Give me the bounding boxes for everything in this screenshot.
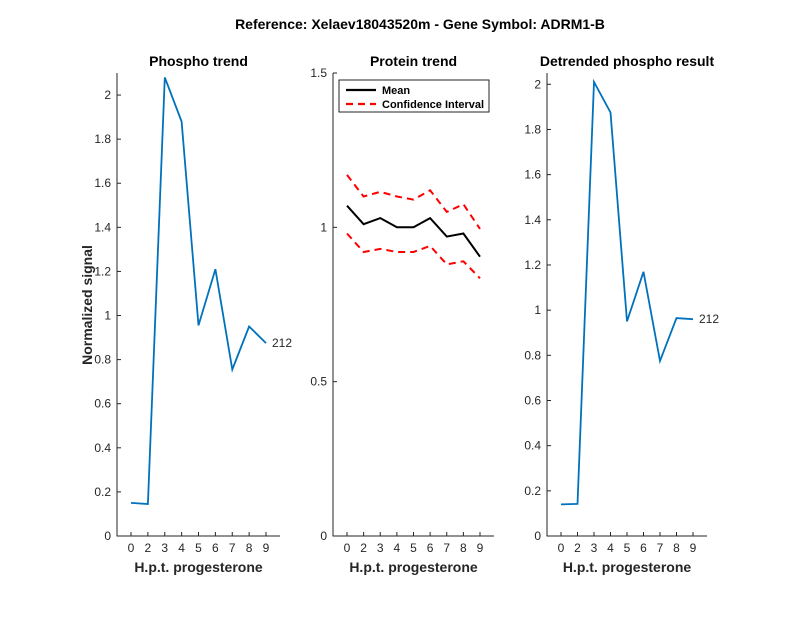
- detrended-phospho-line: [560, 78, 694, 506]
- phospho-trend-xtick-label: 6: [212, 541, 219, 555]
- detrended-phospho-ytick-label: 1.8: [524, 122, 541, 136]
- protein-trend-xlabel: H.p.t. progesterone: [349, 559, 478, 575]
- phospho-trend-xtick-label: 5: [195, 541, 202, 555]
- phospho-trend-ytick-label: 0.4: [94, 441, 111, 455]
- detrended-phospho-ytick-label: 1.6: [524, 168, 541, 182]
- legend-mean-label: Mean: [382, 85, 410, 97]
- phospho-trend-ytick-label: 2: [104, 88, 111, 102]
- protein-trend-legend: Mean Confidence Interval: [338, 79, 490, 113]
- phospho-trend-xtick-label: 8: [246, 541, 253, 555]
- legend-ci-label: Confidence Interval: [382, 99, 484, 111]
- detrended-phospho-panel: Detrended phospho result H.p.t. progeste…: [524, 53, 719, 575]
- protein-trend-xtick-label: 6: [427, 541, 434, 555]
- detrended-phospho-xtick-label: 8: [673, 541, 680, 555]
- phospho-trend-ytick-label: 1.2: [94, 264, 111, 278]
- protein-trend-axes: [332, 73, 494, 537]
- phospho-trend-xtick-label: 7: [229, 541, 236, 555]
- protein-trend-ytick-label: 1: [320, 220, 327, 234]
- detrended-phospho-ytick-label: 1.4: [524, 213, 541, 227]
- detrended-phospho-ytick-label: 0.4: [524, 439, 541, 453]
- detrended-phospho-ytick-label: 2: [534, 77, 541, 91]
- phospho-trend-ytick-label: 0: [104, 529, 111, 543]
- phospho-trend-ytick-label: 0.6: [94, 397, 111, 411]
- detrended-phospho-series-label: 212: [699, 312, 719, 326]
- phospho-trend-panel: Phospho trend H.p.t. progesterone Normal…: [79, 53, 292, 575]
- phospho-trend-xlabel: H.p.t. progesterone: [134, 559, 263, 575]
- protein-trend-xtick-label: 5: [410, 541, 417, 555]
- phospho-trend-line: [130, 77, 267, 505]
- protein-trend-xtick-label: 9: [477, 541, 484, 555]
- protein-trend-xtick-label: 7: [443, 541, 450, 555]
- phospho-trend-xtick-label: 2: [145, 541, 152, 555]
- phospho-trend-ylabel: Normalized signal: [79, 245, 95, 365]
- protein-trend-ytick-label: 0: [320, 529, 327, 543]
- protein-trend-ytick-label: 0.5: [310, 375, 327, 389]
- protein-trend-xtick-label: 2: [360, 541, 367, 555]
- detrended-phospho-ytick-label: 0.8: [524, 348, 541, 362]
- protein-trend-xtick-label: 0: [344, 541, 351, 555]
- phospho-trend-series-label: 212: [272, 336, 292, 350]
- phospho-trend-ytick-label: 1.8: [94, 132, 111, 146]
- detrended-phospho-ytick-label: 0.6: [524, 393, 541, 407]
- detrended-phospho-ytick-label: 0.2: [524, 484, 541, 498]
- legend-box: [338, 79, 490, 113]
- phospho-trend-xtick-label: 9: [263, 541, 270, 555]
- protein-trend-ci-line-upper: [346, 174, 481, 230]
- phospho-trend-ytick-label: 1.6: [94, 176, 111, 190]
- detrended-phospho-xtick-label: 6: [640, 541, 647, 555]
- detrended-phospho-xtick-label: 4: [607, 541, 614, 555]
- phospho-trend-title: Phospho trend: [149, 53, 248, 69]
- protein-trend-mean-line: [346, 205, 481, 258]
- protein-trend-ytick-label: 1.5: [310, 66, 327, 80]
- phospho-trend-axes: [116, 73, 280, 537]
- protein-trend-xtick-label: 8: [460, 541, 467, 555]
- detrended-phospho-xtick-label: 5: [624, 541, 631, 555]
- phospho-trend-xtick-label: 4: [178, 541, 185, 555]
- phospho-trend-xtick-label: 3: [161, 541, 168, 555]
- phospho-trend-ytick-label: 0.2: [94, 485, 111, 499]
- detrended-phospho-axes: [546, 73, 707, 537]
- figure-suptitle: Reference: Xelaev18043520m - Gene Symbol…: [235, 16, 605, 32]
- detrended-phospho-xtick-label: 2: [574, 541, 581, 555]
- protein-trend-xtick-label: 3: [377, 541, 384, 555]
- detrended-phospho-xtick-label: 7: [657, 541, 664, 555]
- protein-trend-ci-line-lower: [346, 232, 481, 279]
- detrended-phospho-xtick-label: 9: [690, 541, 697, 555]
- phospho-trend-ytick-label: 0.8: [94, 353, 111, 367]
- phospho-trend-ytick-label: 1: [104, 309, 111, 323]
- protein-trend-title: Protein trend: [370, 53, 457, 69]
- detrended-phospho-ytick-label: 0: [534, 529, 541, 543]
- detrended-phospho-xlabel: H.p.t. progesterone: [563, 559, 692, 575]
- protein-trend-xtick-label: 4: [394, 541, 401, 555]
- phospho-trend-xtick-label: 0: [128, 541, 135, 555]
- phospho-trend-ytick-label: 1.4: [94, 220, 111, 234]
- detrended-phospho-ytick-label: 1.2: [524, 258, 541, 272]
- detrended-phospho-ytick-label: 1: [534, 303, 541, 317]
- detrended-phospho-title: Detrended phospho result: [540, 53, 715, 69]
- detrended-phospho-xtick-label: 3: [591, 541, 598, 555]
- detrended-phospho-xtick-label: 0: [558, 541, 565, 555]
